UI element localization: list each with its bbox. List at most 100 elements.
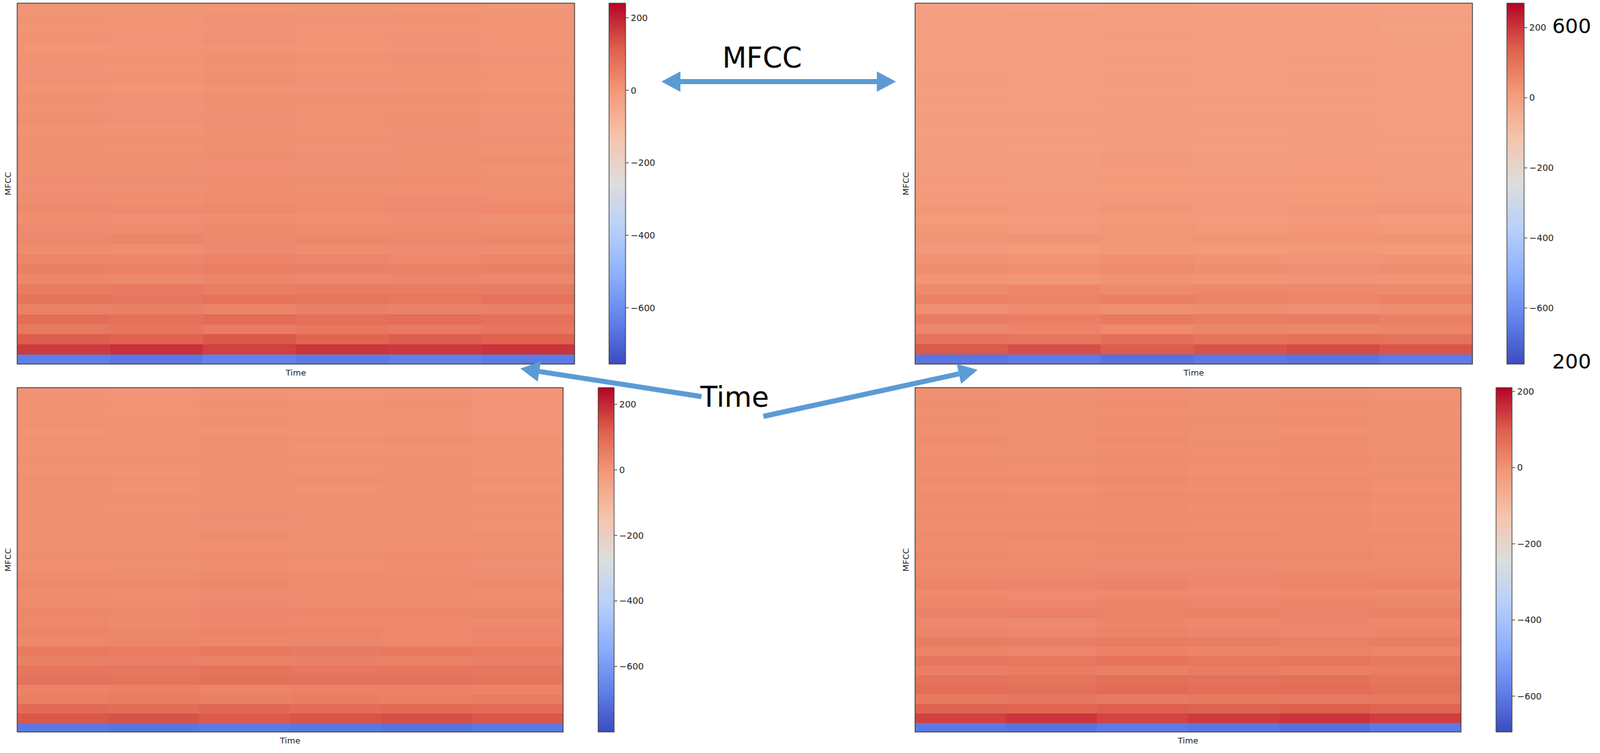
heatmap-cell [1100, 22, 1194, 34]
arrow-head [876, 71, 896, 92]
heatmap-cell [1193, 123, 1287, 134]
colorbar-tick [1524, 237, 1528, 239]
heatmap-cell [17, 243, 111, 254]
heatmap-cell [1008, 133, 1102, 144]
colorbar-tick-label: −400 [630, 230, 655, 241]
heatmap-cell [1008, 13, 1102, 24]
heatmap-cell [1279, 588, 1371, 599]
heatmap-cell [381, 425, 473, 437]
heatmap-cell [471, 607, 564, 618]
heatmap-cell [1008, 143, 1102, 154]
heatmap-cell [1369, 693, 1461, 705]
heatmap-cell [471, 569, 564, 580]
heatmap-cell [1379, 323, 1473, 335]
heatmap-cell [1193, 113, 1287, 124]
heatmap-cell [915, 243, 1009, 254]
heatmap-cell [1279, 445, 1371, 456]
heatmap-cell [1006, 435, 1098, 446]
heatmap-cell [1096, 521, 1189, 532]
heatmap-cell [1286, 253, 1380, 265]
heatmap-cell [915, 473, 1007, 485]
heatmap-cell [110, 73, 204, 84]
heatmap-cell [1379, 264, 1473, 275]
colorbar-tick [614, 600, 618, 602]
heatmap-cell [198, 569, 291, 580]
heatmap-cell [1193, 43, 1287, 54]
heatmap-cell [290, 464, 382, 475]
colorbar-tick [1511, 390, 1516, 392]
heatmap-cell [1369, 531, 1461, 542]
heatmap-cell [17, 531, 109, 542]
heatmap-cell [388, 123, 483, 134]
heatmap-cell [202, 103, 296, 114]
heatmap-cell [198, 492, 291, 504]
heatmap-cell [108, 703, 200, 714]
heatmap-cell [915, 83, 1009, 94]
heatmap-cell [1379, 253, 1473, 265]
heatmap-cell [1286, 183, 1380, 194]
panel: TimeMFCC2000−200−400−600 [3, 3, 655, 378]
heatmap-cell [1379, 3, 1473, 14]
heatmap-cell [1193, 243, 1287, 254]
heatmap-cell [1279, 512, 1371, 523]
heatmap-cell [198, 531, 291, 542]
heatmap-cell [1188, 387, 1280, 398]
colorbar-tick [614, 469, 618, 470]
heatmap-cell [1006, 636, 1098, 647]
heatmap-cell [1188, 588, 1280, 599]
heatmap-cell [1279, 473, 1371, 485]
heatmap-cell [110, 334, 204, 345]
heatmap-cell [381, 693, 473, 705]
colorbar-tick [1511, 467, 1516, 469]
heatmap-cell [1369, 387, 1461, 398]
heatmap-cell [1006, 406, 1098, 418]
heatmap-cell [202, 153, 296, 164]
heatmap-cell [1286, 123, 1380, 134]
heatmap-cell [198, 445, 291, 456]
colorbar-tick-label: 0 [619, 464, 625, 476]
heatmap-cell [108, 636, 200, 647]
heatmap-cell [110, 3, 204, 14]
heatmap-cell [1193, 83, 1287, 94]
heatmap-cell [1188, 655, 1280, 666]
heatmap-cell [295, 213, 389, 224]
heatmap-cell [202, 73, 296, 84]
colorbar-tick-label: 0 [1517, 462, 1523, 473]
heatmap-cell [1008, 63, 1102, 74]
heatmap-cell [1188, 722, 1280, 733]
heatmap-cell [915, 133, 1009, 144]
heatmap-cell [202, 274, 296, 285]
heatmap-cell [1369, 636, 1461, 647]
heatmap-cell [110, 153, 204, 164]
heatmap-cell [1096, 492, 1189, 504]
heatmap-cell [17, 492, 109, 504]
heatmap-cell [1008, 323, 1102, 335]
heatmap-cell [108, 712, 200, 724]
heatmap-cell [388, 113, 483, 124]
heatmap-cell [381, 598, 473, 609]
heatmap-cell [1100, 274, 1194, 285]
heatmap-cell [1286, 193, 1380, 205]
heatmap-cell [17, 397, 109, 408]
heatmap-cell [381, 464, 473, 475]
heatmap-cell [381, 703, 473, 714]
heatmap-cell [17, 684, 109, 695]
heatmap-cell [202, 293, 296, 305]
heatmap-cell [1100, 223, 1194, 235]
heatmap-cell [915, 492, 1007, 504]
heatmap-cell [110, 313, 204, 324]
heatmap-cell [1379, 234, 1473, 245]
heatmap-cell [915, 163, 1009, 175]
heatmap-cell [1279, 722, 1371, 733]
heatmap-cell [388, 73, 483, 84]
heatmap-cell [295, 113, 389, 124]
heatmap-cell [198, 550, 291, 561]
heatmap-cell [1369, 665, 1461, 676]
heatmap-cell [1193, 173, 1287, 184]
heatmap-cell [471, 540, 564, 551]
heatmap-cell [1096, 722, 1189, 733]
heatmap-cell [1188, 445, 1280, 456]
heatmap-cell [1188, 540, 1280, 551]
heatmap-cell [17, 83, 111, 94]
heatmap-cell [110, 293, 204, 305]
